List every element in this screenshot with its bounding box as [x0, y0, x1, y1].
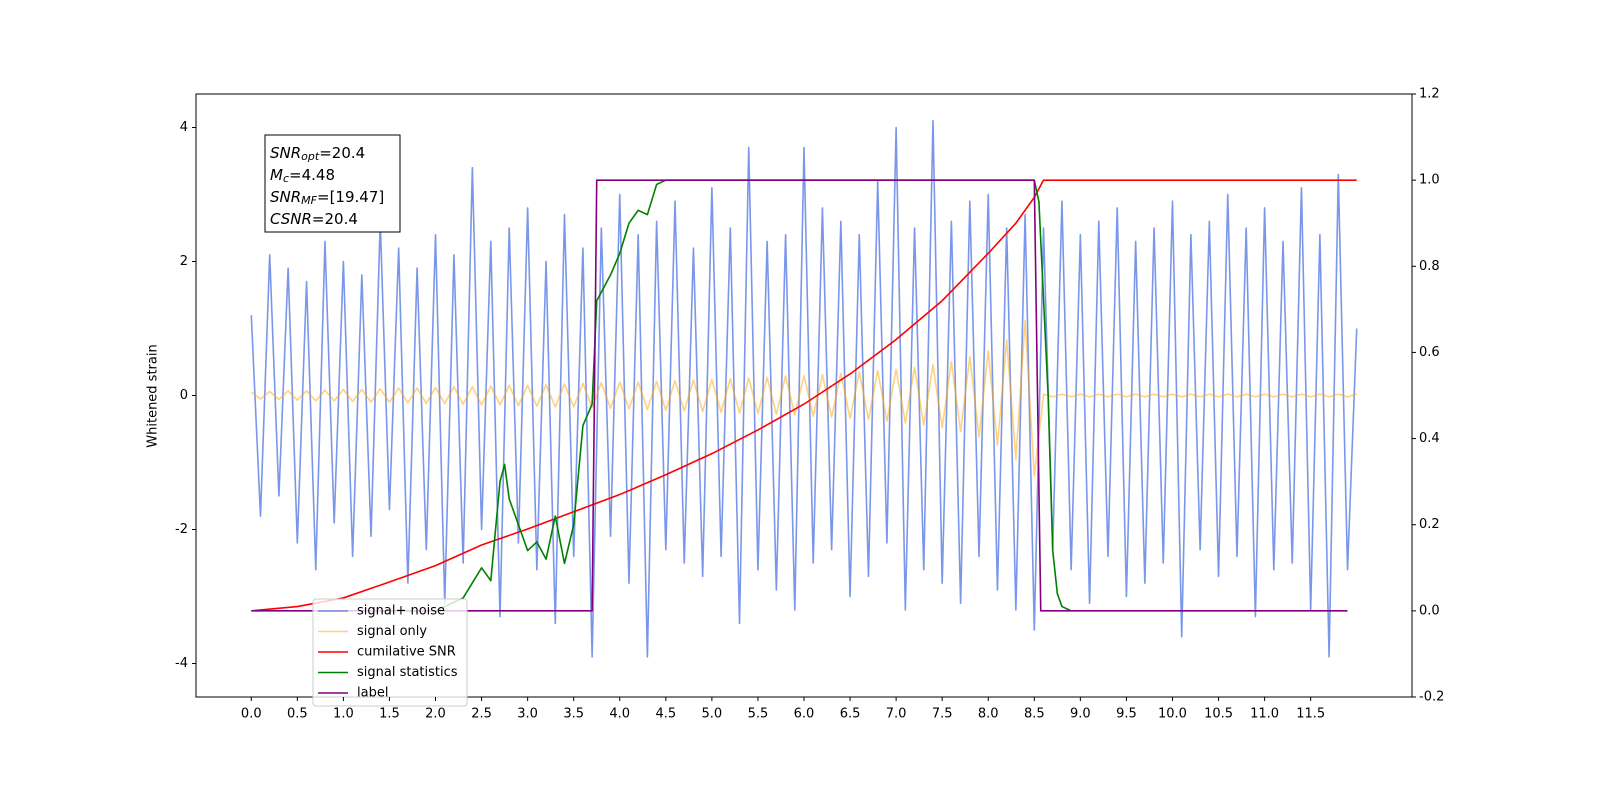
x-tick-label: 7.0 — [886, 707, 907, 722]
annotation-symbol: CSNR — [270, 210, 312, 228]
annotation-line: CSNR=20.4 — [270, 210, 358, 228]
x-tick-label: 11.0 — [1250, 707, 1279, 722]
series-line — [250, 319, 1357, 477]
x-tick-label: 0.5 — [287, 707, 308, 722]
annotation-line: SNRMF=[19.47] — [270, 188, 384, 208]
x-tick-label: 5.5 — [748, 707, 769, 722]
y2-tick-label: 0.0 — [1419, 603, 1440, 618]
series-line — [251, 179, 1348, 612]
annotation-symbol: M — [270, 166, 283, 184]
x-tick-label: 2.5 — [471, 707, 492, 722]
x-tick-label: 7.5 — [932, 707, 953, 722]
annotation-value: =[19.47] — [317, 188, 384, 206]
legend-label: signal statistics — [357, 665, 458, 680]
legend-label: label — [357, 686, 388, 701]
annotation-value: =4.48 — [289, 166, 335, 184]
x-tick-label: 3.5 — [563, 707, 584, 722]
x-tick-label: 5.0 — [702, 707, 723, 722]
annotation-line: Mc=4.48 — [270, 166, 335, 186]
legend: signal+ noise signal only cumilative SNR si… — [312, 598, 468, 707]
y-tick-label: -2 — [175, 522, 188, 537]
y2-tick-label: 1.0 — [1419, 173, 1440, 188]
x-tick-label: 11.5 — [1296, 707, 1325, 722]
x-tick-label: 4.0 — [609, 707, 630, 722]
plot-area — [250, 120, 1358, 658]
annotation-subscript: MF — [301, 194, 317, 207]
x-tick-label: 0.0 — [241, 707, 262, 722]
x-tick-label: 10.5 — [1204, 707, 1233, 722]
x-tick-label: 4.5 — [655, 707, 676, 722]
x-tick-label: 9.5 — [1116, 707, 1137, 722]
y-tick-label: -4 — [175, 656, 188, 671]
x-tick-label: 8.0 — [978, 707, 999, 722]
annotation-frame — [264, 134, 401, 233]
annotation-symbol: SNR — [270, 188, 301, 206]
legend-label: cumilative SNR — [357, 645, 456, 660]
y2-tick-label: -0.2 — [1419, 690, 1444, 705]
x-tick-label: 8.5 — [1024, 707, 1045, 722]
y-axis-label: Whitened strain — [146, 344, 161, 447]
series-line — [250, 120, 1358, 658]
annotation-subscript: c — [283, 172, 289, 185]
x-tick-label: 1.5 — [379, 707, 400, 722]
legend-label: signal+ noise — [357, 604, 445, 619]
annotation-subscript: opt — [301, 150, 320, 163]
legend-label: signal only — [357, 624, 427, 639]
y-tick-label: 2 — [180, 254, 188, 269]
x-tick-label: 1.0 — [333, 707, 354, 722]
y2-tick-label: 0.2 — [1419, 517, 1440, 532]
annotation-symbol: SNR — [270, 144, 301, 162]
annotation-value: =20.4 — [319, 144, 365, 162]
x-tick-label: 9.0 — [1070, 707, 1091, 722]
x-tick-label: 2.0 — [425, 707, 446, 722]
series-line — [251, 179, 1357, 612]
x-tick-label: 10.0 — [1158, 707, 1187, 722]
x-tick-label: 6.5 — [840, 707, 861, 722]
annotation-value: =20.4 — [312, 210, 358, 228]
legend-frame — [312, 598, 468, 707]
annotation-line: SNRopt=20.4 — [270, 144, 365, 164]
y2-tick-label: 0.8 — [1419, 259, 1440, 274]
y-tick-label: 0 — [180, 388, 188, 403]
y2-tick-label: 1.2 — [1419, 87, 1440, 102]
y-tick-label: 4 — [180, 120, 188, 135]
y2-tick-label: 0.4 — [1419, 431, 1440, 446]
y2-tick-label: 0.6 — [1419, 345, 1440, 360]
x-tick-label: 6.0 — [794, 707, 815, 722]
x-tick-label: 3.0 — [517, 707, 538, 722]
